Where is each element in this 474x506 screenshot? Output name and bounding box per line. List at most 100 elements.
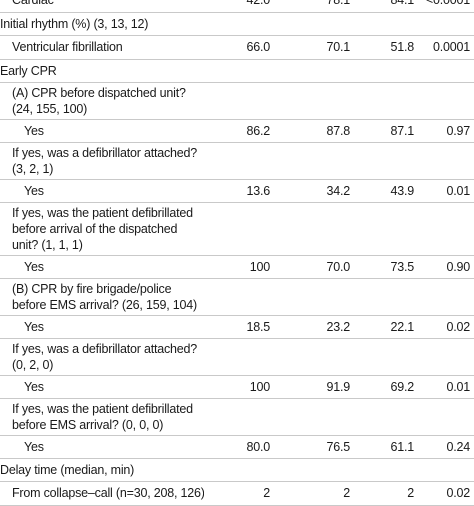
value-cell-col1 [204,82,280,119]
value-cell-col2 [280,458,358,481]
p-value-cell [424,142,474,179]
value-cell-col1 [204,202,280,255]
value-cell-col3: 84.1 [358,0,424,12]
value-cell-col2: 23.2 [326,319,350,334]
value-cell-col1: 86.2 [246,123,270,138]
p-value-cell: 0.0001 [432,40,470,54]
value-cell-col2: 78.1 [280,0,358,12]
p-value-cell [424,59,474,82]
row-label: Cardiac [0,0,204,12]
table-row: If yes, was the patient defibrillated be… [0,398,474,435]
value-cell-col3 [358,82,424,119]
value-cell-col3 [358,458,424,481]
value-cell-col1 [204,59,280,82]
table-row: Yes 13.6 34.2 43.9 0.01 [0,179,474,202]
value-cell-col1: 66.0 [246,40,270,54]
value-cell-col1: 13.6 [246,183,270,198]
value-cell-col1: 100 [249,259,270,274]
row-label: Yes [24,439,44,454]
table-row: Ventricular fibrillation 66.0 70.1 51.8 0.00… [0,35,474,59]
value-cell-col1 [204,12,280,35]
value-cell-col3: 69.2 [390,379,414,394]
value-cell-col3: 43.9 [390,183,414,198]
value-cell-col2 [280,142,358,179]
value-cell-col2 [280,59,358,82]
value-cell-col1: 42.0 [204,0,280,12]
value-cell-col3 [358,59,424,82]
row-label: If yes, was a defibrillator attached? (0… [12,341,198,372]
row-label: If yes, was the patient defibrillated be… [12,401,193,432]
value-cell-col2 [280,12,358,35]
p-value-cell [424,458,474,481]
table-row: Yes 100 70.0 73.5 0.90 [0,255,474,278]
value-cell-col2: 34.2 [326,183,350,198]
row-label: If yes, was a defibrillator attached? (3… [12,145,198,176]
table-row: Yes 18.5 23.2 22.1 0.02 [0,315,474,338]
p-value-cell: 0.97 [446,123,470,138]
row-label: Yes [24,259,44,274]
value-cell-col1: 2 [263,486,270,500]
p-value-cell: 0.02 [446,486,470,500]
p-value-cell: 0.24 [446,439,470,454]
value-cell-col3 [358,338,424,375]
row-label: Ventricular fibrillation [12,40,123,54]
value-cell-col3: 87.1 [390,123,414,138]
value-cell-col3 [358,278,424,315]
value-cell-col3: 61.1 [390,439,414,454]
value-cell-col1: 100 [249,379,270,394]
table-row: Delay time (median, min) [0,458,474,481]
table-row: Yes 86.2 87.8 87.1 0.97 [0,119,474,142]
table-row: From collapse–call (n=30, 208, 126) 2 2 2 0.… [0,481,474,505]
p-value-cell: <0.0001 [424,0,474,12]
value-cell-col3: 73.5 [390,259,414,274]
table-row: If yes, was a defibrillator attached? (3… [0,142,474,179]
value-cell-col1 [204,338,280,375]
value-cell-col1: 18.5 [246,319,270,334]
table-row: Initial rhythm (%) (3, 13, 12) [0,12,474,35]
value-cell-col2 [280,398,358,435]
table-row: Early CPR [0,59,474,82]
row-label: (B) CPR by fire brigade/police before EM… [12,281,197,312]
row-label: Yes [24,319,44,334]
table-row: Yes 80.0 76.5 61.1 0.24 [0,435,474,458]
table-row: Cardiac42.078.184.1<0.0001 [0,0,474,12]
value-cell-col3 [358,398,424,435]
value-cell-col3: 51.8 [390,40,414,54]
p-value-cell: 0.01 [446,379,470,394]
table-row: If yes, was the patient defibrillated be… [0,202,474,255]
value-cell-col2 [280,202,358,255]
row-label: (A) CPR before dispatched unit? (24, 155… [12,85,186,116]
value-cell-col2: 87.8 [326,123,350,138]
p-value-cell: 0.02 [446,319,470,334]
value-cell-col1 [204,278,280,315]
table-row: (A) CPR before dispatched unit? (24, 155… [0,82,474,119]
row-label: Yes [24,183,44,198]
row-label: Initial rhythm (%) (3, 13, 12) [0,16,149,31]
value-cell-col2 [280,278,358,315]
value-cell-col3: 2 [407,486,414,500]
value-cell-col2: 70.1 [326,40,350,54]
p-value-cell [424,338,474,375]
value-cell-col2: 76.5 [326,439,350,454]
value-cell-col3 [358,12,424,35]
value-cell-col1 [204,142,280,179]
row-label: If yes, was the patient defibrillated be… [12,205,193,252]
row-label: Yes [24,123,44,138]
table-row: If yes, was a defibrillator attached? (0… [0,338,474,375]
value-cell-col3 [358,202,424,255]
p-value-cell: 0.01 [446,183,470,198]
value-cell-col2: 70.0 [326,259,350,274]
table-row: (B) CPR by fire brigade/police before EM… [0,278,474,315]
value-cell-col2 [280,338,358,375]
p-value-cell [424,398,474,435]
value-cell-col2: 91.9 [326,379,350,394]
p-value-cell [424,202,474,255]
p-value-cell: 0.90 [446,259,470,274]
row-label: From collapse–call (n=30, 208, 126) [12,486,204,500]
row-label: Delay time (median, min) [0,462,135,477]
p-value-cell [424,12,474,35]
value-cell-col1 [204,458,280,481]
